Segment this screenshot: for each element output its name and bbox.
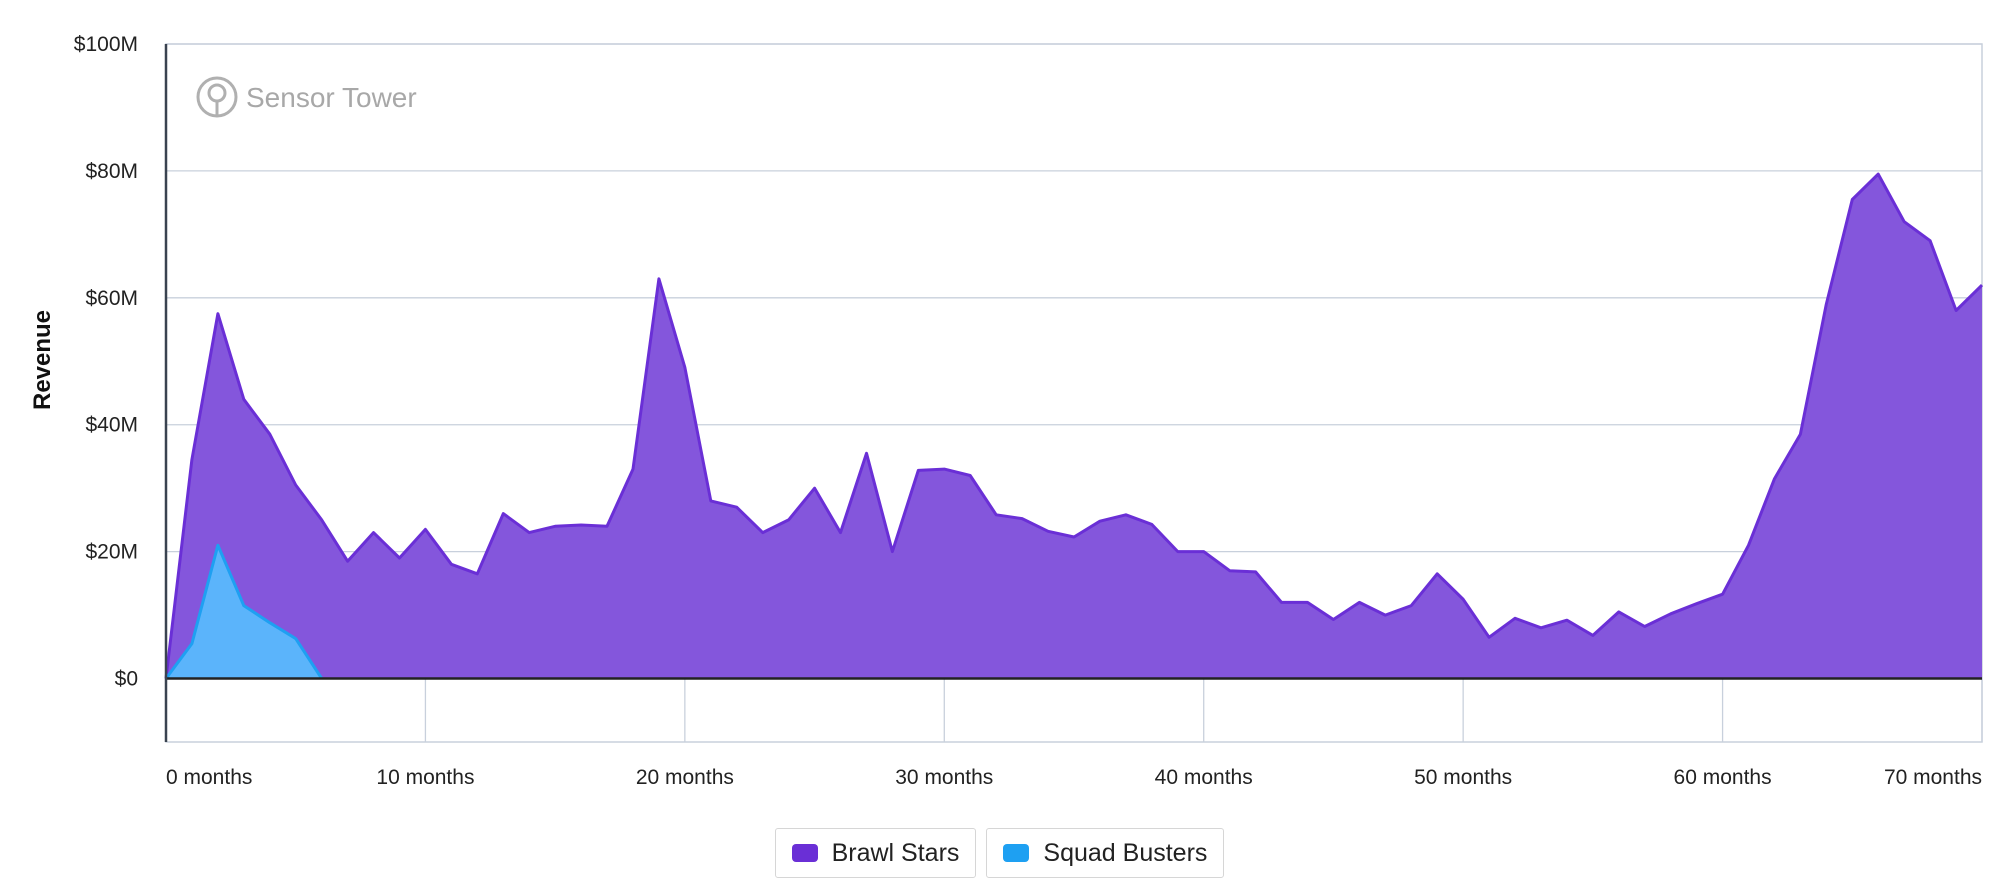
series-areas — [164, 172, 1984, 680]
sensor-tower-logo-icon — [196, 76, 238, 118]
legend: Brawl Stars Squad Busters — [0, 828, 1999, 878]
x-tick-label: 70 months — [1884, 766, 1982, 789]
legend-swatch-squad-busters — [1003, 844, 1030, 862]
gridlines — [165, 43, 1983, 743]
x-tick-label: 60 months — [1674, 766, 1772, 789]
y-axis-title: Revenue — [29, 310, 56, 410]
legend-label-brawl-stars: Brawl Stars — [831, 838, 960, 867]
x-tick-label: 0 months — [166, 766, 252, 789]
y-tick-label: $20M — [85, 541, 138, 564]
legend-item-brawl-stars[interactable]: Brawl Stars — [774, 828, 977, 878]
y-tick-label: $60M — [85, 287, 138, 310]
y-tick-label: $40M — [85, 414, 138, 437]
legend-swatch-brawl-stars — [791, 844, 818, 862]
y-tick-label: $0 — [115, 668, 138, 691]
y-tick-labels: $0 $20M $40M $60M $80M $100M — [74, 33, 138, 691]
legend-item-squad-busters[interactable]: Squad Busters — [986, 828, 1225, 878]
area-brawl-stars — [166, 174, 1982, 679]
x-tick-label: 30 months — [895, 766, 993, 789]
x-tick-label: 40 months — [1155, 766, 1253, 789]
line-squad-busters — [164, 543, 323, 680]
x-tick-label: 50 months — [1414, 766, 1512, 789]
legend-label-squad-busters: Squad Busters — [1043, 838, 1208, 867]
watermark-text: Sensor Tower — [246, 82, 417, 113]
x-tick-label: 20 months — [636, 766, 734, 789]
x-tick-labels: 0 months 10 months 20 months 30 months 40 mo… — [166, 766, 1982, 789]
x-tick-label: 10 months — [376, 766, 474, 789]
y-tick-label: $80M — [85, 160, 138, 183]
axes — [164, 44, 1982, 742]
line-brawl-stars — [164, 172, 1984, 679]
sensor-tower-watermark: Sensor Tower — [196, 76, 417, 118]
area-squad-busters — [166, 545, 322, 679]
y-tick-label: $100M — [74, 33, 138, 56]
